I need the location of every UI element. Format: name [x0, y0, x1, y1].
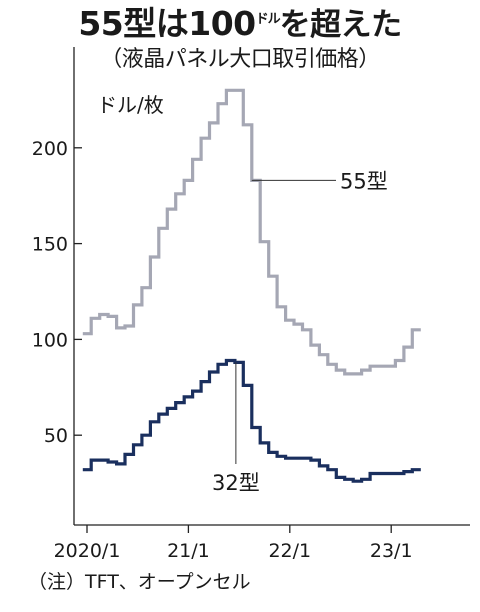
series-32-label: 32型 — [212, 471, 260, 495]
series-line-55 — [82, 88, 421, 376]
footnote: （注）TFT、オープンセル — [28, 571, 251, 593]
series-55-label: 55型 — [340, 169, 388, 193]
x-tick-label: 23/1 — [370, 540, 413, 562]
title-unit-dollar: ドル — [255, 12, 281, 27]
y-tick-label: 50 — [44, 425, 68, 447]
title-tail: を超えた — [279, 7, 403, 43]
series-line-32 — [82, 358, 421, 483]
chart-title: 55型は100ドルを超えた — [0, 4, 480, 52]
chart-subtitle: （液晶パネル大口取引価格） — [100, 47, 380, 72]
y-tick-label: 100 — [32, 329, 68, 351]
y-axis-unit-label: ドル/枚 — [97, 93, 164, 117]
x-tick-label: 2020/1 — [54, 540, 121, 562]
y-tick-label: 200 — [32, 138, 68, 160]
y-tick-label: 150 — [32, 234, 68, 256]
title-main: 55型は100 — [78, 4, 256, 43]
x-tick-label: 22/1 — [268, 540, 311, 562]
x-tick-label: 21/1 — [167, 540, 210, 562]
